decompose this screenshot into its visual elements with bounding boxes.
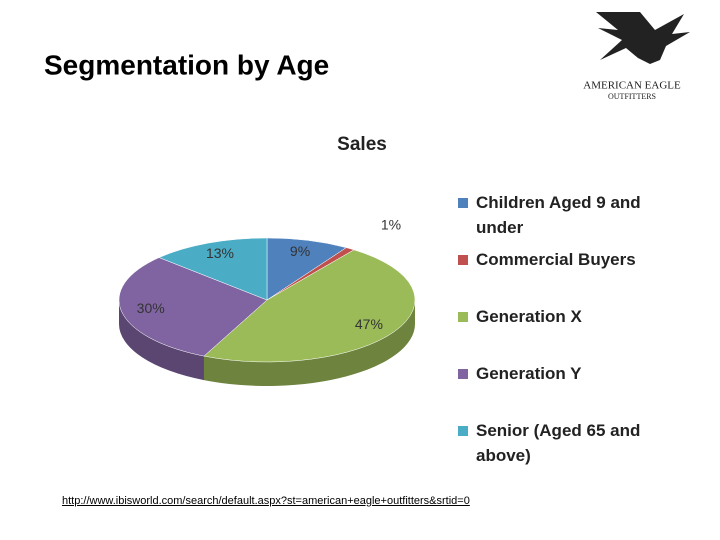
legend-label: Commercial Buyers: [476, 250, 636, 269]
slice: [266, 237, 347, 301]
data-label: 47%: [355, 316, 383, 332]
legend-label: Generation Y: [476, 364, 582, 383]
slice: [118, 257, 268, 357]
slice: [158, 237, 268, 301]
slice-side: [203, 300, 415, 386]
legend-swatch: [458, 198, 468, 208]
legend-label: Children Aged 9 and under: [476, 193, 641, 237]
source-url: http://www.ibisworld.com/search/default.…: [62, 495, 470, 507]
logo-text: OUTFITTERS: [608, 92, 656, 101]
legend-item: Generation Y: [458, 361, 658, 418]
legend-swatch: [458, 312, 468, 322]
slice: [203, 249, 416, 363]
legend-label: Generation X: [476, 307, 582, 326]
logo-eagle: [596, 12, 690, 64]
data-label: 30%: [137, 300, 165, 316]
chart-title: Sales: [337, 134, 387, 155]
data-label: 13%: [206, 245, 234, 261]
legend: Children Aged 9 and under Commercial Buye…: [458, 190, 658, 475]
legend-swatch: [458, 255, 468, 265]
legend-swatch: [458, 426, 468, 436]
legend-swatch: [458, 369, 468, 379]
pie: 9% 1% 47% 30% 13%: [118, 217, 416, 386]
data-label: 1%: [381, 217, 401, 233]
legend-item: Children Aged 9 and under: [458, 190, 658, 247]
slice-side: [118, 300, 204, 381]
data-label: 9%: [290, 243, 310, 259]
legend-item: Generation X: [458, 304, 658, 361]
slide-title: Segmentation by Age: [44, 49, 329, 80]
logo-text: AMERICAN EAGLE: [583, 80, 681, 92]
legend-label: Senior (Aged 65 and above): [476, 421, 641, 465]
legend-item: Senior (Aged 65 and above): [458, 418, 658, 475]
legend-item: Commercial Buyers: [458, 247, 658, 304]
